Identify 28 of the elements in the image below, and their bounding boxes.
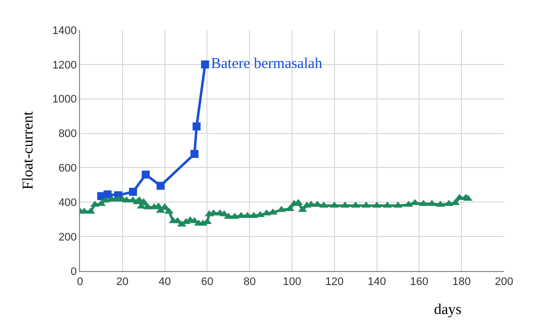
y-axis-title: Float-current bbox=[20, 110, 37, 190]
y-tick-label: 200 bbox=[58, 231, 77, 244]
point bbox=[142, 170, 150, 179]
x-tick-label: 20 bbox=[116, 276, 129, 288]
x-tick-label: 180 bbox=[452, 276, 471, 288]
point bbox=[201, 60, 210, 68]
x-tick-label: 120 bbox=[325, 276, 344, 288]
y-tick-label: 1200 bbox=[52, 59, 77, 72]
point bbox=[104, 190, 112, 198]
x-tick-label: 80 bbox=[243, 276, 256, 288]
y-tick-label: 0 bbox=[70, 266, 77, 278]
x-tick-label: 160 bbox=[410, 276, 428, 288]
x-tick-label: 200 bbox=[494, 276, 514, 288]
point bbox=[190, 150, 198, 158]
x-axis-title: days bbox=[434, 302, 462, 318]
y-tick-label: 1400 bbox=[52, 24, 77, 37]
y-tick-label: 800 bbox=[58, 128, 77, 140]
y-tick-label: 400 bbox=[58, 196, 77, 209]
x-tick-label: 100 bbox=[282, 276, 302, 288]
point bbox=[192, 122, 201, 130]
x-tick-label: 140 bbox=[368, 276, 386, 288]
point bbox=[156, 182, 165, 190]
annotation: Batere bermasalah bbox=[211, 56, 323, 72]
point bbox=[129, 188, 137, 196]
y-tick-label: 1000 bbox=[52, 94, 77, 106]
x-tick-label: 40 bbox=[158, 276, 171, 288]
y-tick-label: 600 bbox=[58, 162, 77, 175]
x-tick-label: 60 bbox=[201, 276, 214, 288]
